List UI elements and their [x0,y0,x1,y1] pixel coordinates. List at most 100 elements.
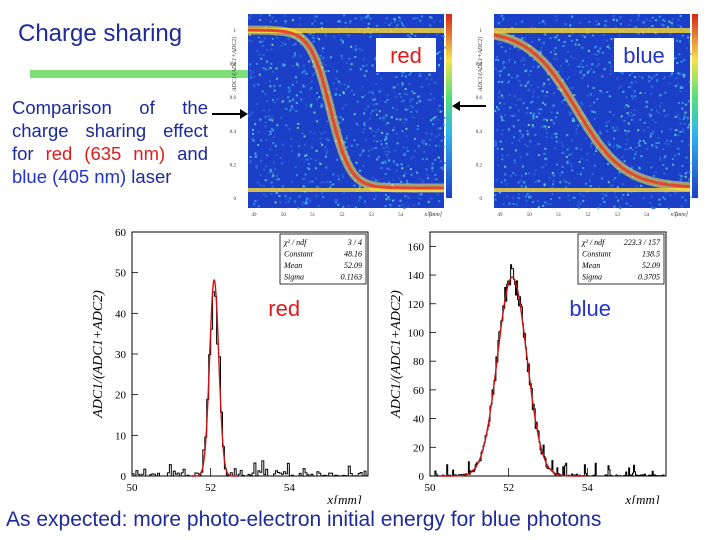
stats-value: 3 / 4 [347,238,362,247]
heatmap-bottom-band [248,188,444,192]
y-tick-label: 60 [413,385,425,397]
heatmap-x-tick: 49 [498,213,504,218]
heatmap-y-tick: 0.2 [476,163,483,168]
x-tick-label: 50 [127,482,139,494]
y-tick-label: 0 [121,471,127,483]
x-axis-label: x[mm] [624,492,660,504]
heatmap-x-tick: 53 [369,213,375,218]
stats-box [279,233,367,285]
gaussian-fit-curve [191,278,238,477]
y-tick-label: 40 [115,308,127,320]
stats-box [577,233,665,285]
stats-value: 0.1163 [341,273,362,282]
x-tick-label: 52 [205,482,216,494]
heatmap-y-tick: 0.4 [230,130,237,135]
heatmap-color-scale [692,14,698,198]
heatmap-x-tick: 50 [281,213,287,218]
y-tick-label: 100 [408,327,425,339]
y-tick-label: 10 [115,430,127,442]
heatmap-x-tick: 55 [428,213,434,218]
stats-value: 52.09 [344,261,362,270]
y-tick-label: 120 [408,299,425,311]
x-tick-label: 54 [284,482,296,494]
heatmap-red: 0 0.2 0.4 0.6 0.8 1 49 50 51 52 53 54 55x [mm] ADC1/(… [230,14,452,218]
heatmap-y-tick: 0.2 [230,163,237,168]
heatmap-x-tick: 54 [398,213,404,218]
description-end: laser [126,166,172,187]
stats-name: Sigma [582,273,602,282]
heatmap-x-tick: 52 [340,213,346,218]
heatmap-y-tick: 1 [234,29,237,34]
description-red: red (635 nm) [45,143,166,164]
description-blue: blue (405 nm) [12,166,127,187]
heatmap-x-tick: 51 [556,213,562,218]
caption: As expected: more photo-electron initial… [6,508,602,531]
heatmap-top-band [248,28,444,33]
heatmap-y-tick: 0.6 [230,96,237,101]
heatmap-x-tick: 51 [310,213,316,218]
heatmap-y-tick: 0 [234,197,237,202]
y-tick-label: 0 [419,471,425,483]
histogram-bars [131,291,369,477]
histogram-label: blue [569,296,611,321]
heatmap-label-box [376,38,436,72]
stats-name: Sigma [284,273,304,282]
description-part1: Comparison of the charge sharing effect … [12,97,208,164]
heatmap-label: blue [623,43,665,68]
histogram-red: 0 10 20 30 40 50 60 50 52 54 x[mm] ADC1/(ADC1+ADC2)… [91,227,369,504]
heatmap-y-label: ADC1/(ADC1+ADC2) [231,37,238,93]
y-tick-label: 140 [408,270,425,282]
histogram-label: red [268,296,300,321]
description-mid: and [165,143,208,164]
stats-value: 223.3 / 157 [624,238,661,247]
heatmap-y-tick: 0.8 [230,63,237,68]
heatmap-y-tick: 0.4 [476,130,483,135]
heatmap-color-scale [446,14,452,198]
y-tick-label: 20 [413,442,425,454]
arrow-right-icon [212,109,248,119]
stats-name: Constant [582,250,612,259]
heatmap-y-label: ADC1/(ADC1+ADC2) [477,37,484,93]
description-text: Comparison of the charge sharing effect … [12,96,208,188]
stats-value: 52.09 [642,261,660,270]
heatmap-y-tick: 1 [480,29,483,34]
title-underline [30,70,260,78]
arrow-left-icon [452,101,486,111]
y-tick-label: 160 [408,241,425,253]
heatmap-x-label: x [mm] [424,212,443,218]
y-tick-label: 40 [413,414,425,426]
histogram-blue: 0 20 40 60 80 100 120 140 160 50 52 54 x[mm] ADC1/(AD… [389,231,667,504]
heatmap-y-tick: 0.6 [476,96,483,101]
y-tick-label: 20 [115,390,127,402]
slide-title: Charge sharing [18,20,183,47]
heatmap-bottom-band [494,188,690,192]
stats-value: 0.3705 [638,273,660,282]
heatmap-x-tick: 52 [586,213,592,218]
heatmap-x-tick: 53 [615,213,621,218]
stats-value: 138.5 [642,250,660,259]
heatmap-y-tick: 0 [480,197,483,202]
y-tick-label: 80 [413,356,425,368]
x-axis-label: x[mm] [326,492,362,504]
x-tick-label: 54 [582,482,594,494]
heatmap-curve [247,28,444,190]
stats-name: Mean [581,261,600,270]
heatmap-x-tick: 50 [527,213,533,218]
heatmap-blue: 0 0.2 0.4 0.6 0.8 1 49 50 51 52 53 54 55x [mm] ADC1/(… [476,14,698,218]
y-tick-label: 60 [115,227,127,239]
heatmap-label-box [614,38,674,72]
heatmap-curve [493,33,691,189]
heatmap-y-tick: 0.8 [476,63,483,68]
y-axis-label: ADC1/(ADC1+ADC2) [91,290,106,419]
stats-name: χ² / ndf [581,238,606,247]
y-axis-label: ADC1/(ADC1+ADC2) [389,290,404,419]
stats-name: Mean [283,261,302,270]
stats-value: 48.16 [344,250,362,259]
heatmap-x-tick: 49 [252,213,258,218]
stats-name: Constant [284,250,314,259]
y-tick-label: 30 [115,349,127,361]
heatmap-x-label: x [mm] [670,212,689,218]
heatmap-x-tick: 55 [674,213,680,218]
stats-name: χ² / ndf [283,238,308,247]
y-tick-label: 50 [115,268,127,280]
